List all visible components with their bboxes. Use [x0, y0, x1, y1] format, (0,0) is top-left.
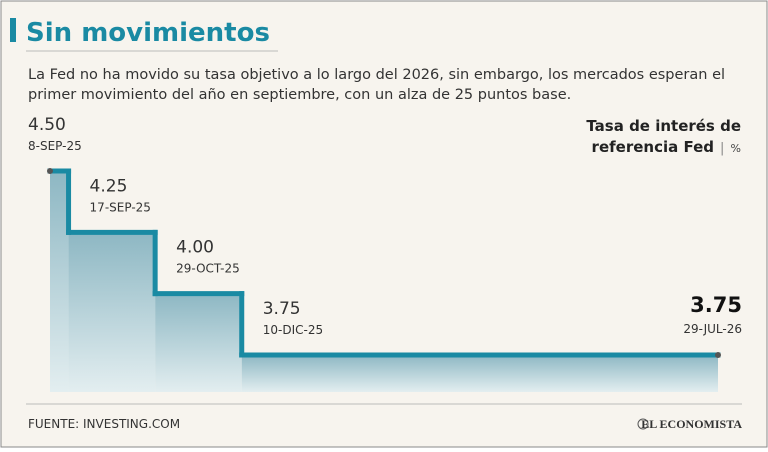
area-segment	[241, 355, 719, 392]
area-segment	[50, 171, 69, 392]
value-label: 3.75	[690, 293, 742, 317]
source: FUENTE: INVESTING.COM	[28, 417, 180, 431]
brand-logo	[637, 418, 649, 430]
date-label: 8-SEP-25	[28, 139, 82, 153]
value-label: 4.50	[28, 115, 66, 135]
brand: EL ECONOMISTA	[641, 417, 742, 431]
point	[715, 352, 721, 358]
value-label: 4.25	[90, 176, 128, 196]
subtitle-line: La Fed no ha movido su tasa objetivo a l…	[28, 67, 725, 83]
date-label: 29-JUL-26	[683, 322, 742, 336]
y-label: referencia Fed	[592, 138, 714, 156]
area-segment	[155, 293, 242, 392]
separator: |	[720, 141, 724, 156]
title: Sin movimientos	[26, 18, 270, 48]
value-label: 4.00	[176, 238, 214, 258]
subtitle-line: primer movimiento del año en septiembre,…	[28, 87, 571, 103]
point	[47, 168, 53, 174]
title-bar	[10, 18, 16, 42]
area-segment	[68, 232, 156, 392]
unit: %	[731, 142, 741, 155]
y-label: Tasa de interés de	[586, 117, 741, 135]
value-label: 3.75	[263, 299, 301, 319]
date-label: 29-OCT-25	[176, 262, 240, 276]
date-label: 10-DIC-25	[263, 323, 323, 337]
date-label: 17-SEP-25	[90, 200, 151, 214]
